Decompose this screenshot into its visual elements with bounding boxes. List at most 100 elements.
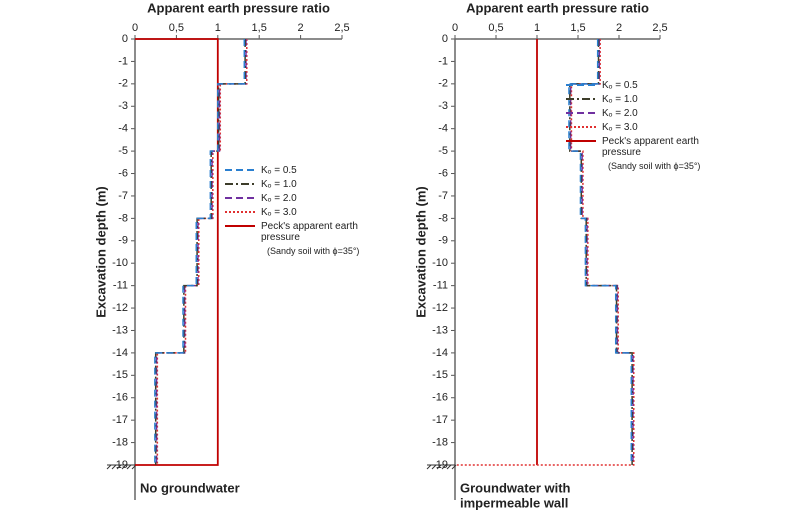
legend-item: Kₒ = 0.5	[225, 165, 377, 176]
ground-hatch	[121, 464, 127, 470]
x-tick-label: 2,5	[652, 22, 667, 34]
legend-label: Kₒ = 0.5	[602, 80, 638, 91]
y-tick-label: -12	[112, 302, 128, 314]
legend-swatch	[225, 183, 255, 185]
y-tick-label: -3	[438, 100, 448, 112]
legend-swatch	[225, 197, 255, 199]
x-tick-label: 0	[132, 22, 138, 34]
legend-label: Kₒ = 2.0	[602, 108, 638, 119]
y-tick-label: -13	[432, 324, 448, 336]
legend: Kₒ = 0.5 Kₒ = 1.0 Kₒ = 2.0 Kₒ = 3.0 Peck's a…	[566, 80, 718, 172]
legend-swatch	[225, 169, 255, 171]
y-tick-label: -13	[112, 324, 128, 336]
y-tick-label: -6	[438, 167, 448, 179]
y-tick-label: -8	[438, 212, 448, 224]
ground-hatch	[106, 464, 112, 470]
chart-title: Apparent earth pressure ratio	[147, 0, 330, 15]
y-tick-label: -3	[118, 100, 128, 112]
ground-hatch	[126, 464, 132, 470]
ground-hatch	[446, 464, 452, 470]
legend-swatch	[566, 126, 596, 128]
series-line	[154, 39, 246, 465]
y-tick-label: -12	[432, 302, 448, 314]
x-tick-label: 1,5	[252, 22, 267, 34]
x-tick-label: 0,5	[488, 22, 503, 34]
legend-swatch	[566, 112, 596, 114]
series-line	[568, 39, 633, 465]
x-tick-label: 0	[452, 22, 458, 34]
legend-item: Kₒ = 1.0	[225, 179, 377, 190]
legend-swatch	[566, 84, 596, 86]
legend-swatch	[566, 140, 596, 142]
legend-label: Kₒ = 3.0	[261, 207, 297, 218]
legend-note: (Sandy soil with ϕ=35°)	[608, 161, 701, 171]
y-tick-label: -15	[112, 369, 128, 381]
legend-item: Kₒ = 2.0	[225, 193, 377, 204]
y-axis-label: Excavation depth (m)	[93, 186, 108, 317]
legend-label: Kₒ = 1.0	[261, 179, 297, 190]
y-tick-label: -16	[432, 392, 448, 404]
x-tick-label: 0,5	[169, 22, 184, 34]
y-axis-label: Excavation depth (m)	[413, 186, 428, 317]
y-tick-label: -10	[432, 257, 448, 269]
y-tick-label: -9	[438, 235, 448, 247]
legend-item: Peck's apparent earth pressure	[225, 221, 377, 243]
y-tick-label: -16	[112, 392, 128, 404]
legend-item: Kₒ = 3.0	[566, 122, 718, 133]
y-tick-label: 0	[122, 33, 128, 45]
legend-note: (Sandy soil with ϕ=35°)	[267, 246, 360, 256]
y-tick-label: -11	[113, 280, 128, 292]
y-tick-label: -11	[433, 280, 448, 292]
y-tick-label: -4	[118, 123, 128, 135]
ground-hatch	[426, 464, 432, 470]
y-tick-label: -18	[432, 436, 448, 448]
legend-item: Peck's apparent earth pressure	[566, 136, 718, 158]
legend-label: Kₒ = 2.0	[261, 193, 297, 204]
x-tick-label: 2	[298, 22, 304, 34]
legend-item: Kₒ = 3.0	[225, 207, 377, 218]
y-tick-label: -14	[432, 347, 448, 359]
legend-label: Kₒ = 1.0	[602, 94, 638, 105]
y-tick-label: -2	[118, 78, 128, 90]
y-tick-label: -15	[432, 369, 448, 381]
y-tick-label: -17	[112, 414, 128, 426]
x-tick-label: 1	[215, 22, 221, 34]
legend-label: Peck's apparent earth pressure	[602, 136, 699, 158]
x-tick-label: 1	[534, 22, 540, 34]
y-tick-label: -10	[112, 257, 128, 269]
y-tick-label: -1	[438, 55, 448, 67]
y-tick-label: -6	[118, 167, 128, 179]
y-tick-label: -1	[118, 55, 128, 67]
ground-hatch	[116, 464, 122, 470]
legend-swatch	[225, 211, 255, 213]
ground-hatch	[441, 464, 447, 470]
annotation: impermeable wall	[460, 495, 568, 510]
legend-item: Kₒ = 0.5	[566, 80, 718, 91]
ground-hatch	[451, 464, 457, 470]
y-tick-label: -2	[438, 78, 448, 90]
x-tick-label: 2	[616, 22, 622, 34]
legend: Kₒ = 0.5 Kₒ = 1.0 Kₒ = 2.0 Kₒ = 3.0 Peck's a…	[225, 165, 377, 257]
y-tick-label: 0	[442, 33, 448, 45]
y-tick-label: -5	[118, 145, 128, 157]
ground-hatch	[436, 464, 442, 470]
legend-item: Kₒ = 2.0	[566, 108, 718, 119]
ground-hatch	[431, 464, 437, 470]
annotation: Groundwater with	[460, 480, 571, 495]
legend-swatch	[566, 98, 596, 100]
legend-label: Kₒ = 0.5	[261, 165, 297, 176]
y-tick-label: -8	[118, 212, 128, 224]
y-tick-label: -7	[438, 190, 448, 202]
y-tick-label: -17	[432, 414, 448, 426]
annotation: No groundwater	[140, 480, 240, 495]
y-tick-label: -9	[118, 235, 128, 247]
ground-hatch	[111, 464, 117, 470]
legend-label: Peck's apparent earth pressure	[261, 221, 358, 243]
chart-title: Apparent earth pressure ratio	[466, 0, 649, 15]
series-line	[156, 39, 248, 465]
y-tick-label: -4	[438, 123, 448, 135]
y-tick-label: -18	[112, 436, 128, 448]
legend-item: Kₒ = 1.0	[566, 94, 718, 105]
